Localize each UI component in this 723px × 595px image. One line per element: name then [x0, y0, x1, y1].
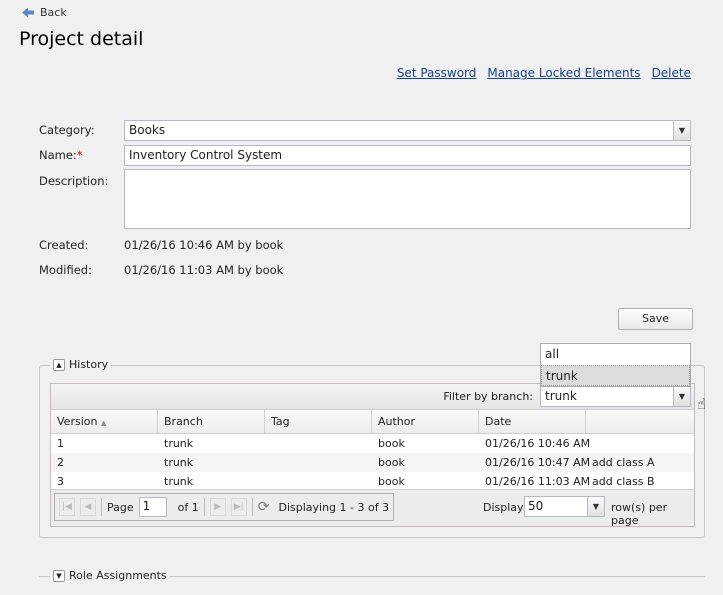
column-author[interactable]: Author	[372, 410, 479, 433]
refresh-icon[interactable]: ⟳	[257, 499, 270, 515]
modified-value: 01/26/16 11:03 AM by book	[124, 263, 284, 277]
dropdown-option-all[interactable]: all	[545, 347, 560, 361]
set-password-link[interactable]: Set Password	[396, 66, 477, 80]
table-row[interactable]: 3 trunk book 01/26/16 11:03 AM add class B	[57, 475, 655, 488]
name-label: Name:*	[39, 148, 83, 162]
roles-legend: ▼ Role Assignments	[50, 569, 170, 582]
description-label: Description:	[39, 174, 109, 188]
column-date[interactable]: Date	[479, 410, 586, 433]
dropdown-option-trunk[interactable]: trunk	[541, 365, 690, 386]
name-input[interactable]: Inventory Control System	[124, 145, 691, 166]
prev-page-icon[interactable]: ◀	[80, 498, 96, 516]
hand-cursor-icon: ☝	[697, 395, 707, 413]
category-label: Category:	[39, 123, 95, 137]
page-size-select[interactable]: 50 ▼	[524, 496, 605, 517]
last-page-icon[interactable]: ▶|	[230, 498, 247, 516]
chevron-down-icon[interactable]: ▼	[673, 387, 690, 406]
description-textarea[interactable]	[124, 169, 691, 229]
sort-asc-icon: ▲	[100, 419, 107, 427]
first-page-icon[interactable]: |◀	[59, 498, 75, 516]
column-tag[interactable]: Tag	[265, 410, 372, 433]
back-link[interactable]: Back	[22, 6, 67, 19]
page-title: Project detail	[19, 28, 144, 50]
branch-dropdown-list: all trunk	[540, 343, 691, 387]
chevron-down-icon[interactable]: ▼	[587, 497, 604, 516]
filter-label: Filter by branch:	[443, 390, 533, 403]
page-input[interactable]: 1	[138, 497, 167, 517]
expand-toggle-icon[interactable]: ▼	[53, 569, 65, 582]
next-page-icon[interactable]: ▶	[209, 498, 226, 516]
chevron-down-icon[interactable]: ▼	[673, 121, 690, 140]
delete-link[interactable]: Delete	[651, 66, 691, 80]
created-label: Created:	[39, 238, 89, 252]
action-links: Set Password Manage Locked Elements Dele…	[397, 66, 691, 80]
grid-body: 1 trunk book 01/26/16 10:46 AM 2 trunk book 01…	[51, 434, 694, 491]
history-grid: Filter by branch: trunk ▼ Version ▲ Bran…	[50, 383, 695, 527]
history-legend: ▲ History	[50, 358, 112, 371]
table-row[interactable]: 2 trunk book 01/26/16 10:47 AM add class A	[51, 453, 694, 472]
back-arrow-icon	[22, 7, 34, 18]
collapse-toggle-icon[interactable]: ▲	[53, 358, 65, 371]
table-row[interactable]: 1 trunk book 01/26/16 10:46 AM	[57, 437, 591, 450]
column-version[interactable]: Version ▲	[51, 410, 158, 433]
column-branch[interactable]: Branch	[158, 410, 265, 433]
category-select[interactable]: Books ▼	[124, 120, 691, 141]
manage-locked-elements-link[interactable]: Manage Locked Elements	[487, 66, 641, 80]
branch-filter-select[interactable]: trunk ▼	[540, 386, 691, 407]
modified-label: Modified:	[39, 263, 92, 277]
roles-fieldset	[39, 576, 705, 577]
grid-header: Version ▲ Branch Tag Author Date	[51, 410, 694, 434]
history-fieldset	[39, 365, 705, 538]
created-value: 01/26/16 10:46 AM by book	[124, 238, 284, 252]
save-button[interactable]: Save	[618, 308, 693, 330]
grid-toolbar: Filter by branch: trunk ▼	[51, 384, 694, 410]
paging-toolbar: |◀ ◀ Page 1 of 1 ▶ ▶| ⟳ Displaying 1 - 3…	[51, 489, 694, 527]
